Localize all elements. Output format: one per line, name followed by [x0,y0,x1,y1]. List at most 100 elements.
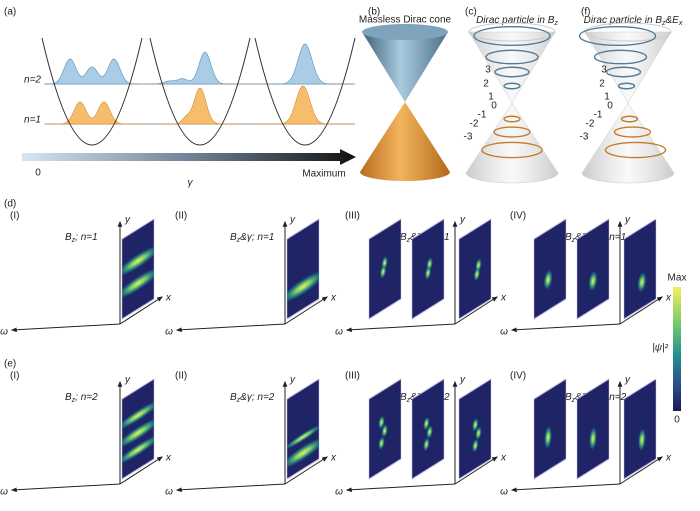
subpanel-label: (I) [10,371,19,382]
axis-label: ω [0,487,8,498]
text-part: ; n=2 [75,392,98,403]
x-axis [454,296,499,325]
axis-label: ω [500,327,508,338]
text-part: B [230,232,237,243]
density-plane [368,218,402,320]
plane-bg [623,218,657,320]
axis-label: y [124,215,131,226]
density-plane [623,378,657,480]
colorbar-min: 0 [674,415,680,426]
density-spot [287,424,320,450]
density-plane [533,218,567,320]
landau-ring [620,115,639,123]
level-label: 0 [491,101,497,112]
subpanel-title: Bz&γ; n=1 [230,232,274,244]
landau-ring [494,66,530,78]
level-label: n=1 [24,115,41,126]
density-spot [378,436,385,450]
axis-label: y [459,375,466,386]
level-label: -3 [580,132,589,143]
axis-start: 0 [35,168,41,179]
density-spot [544,425,552,449]
density [589,427,597,451]
subscript: z [71,397,76,404]
axis-label: y [459,215,466,226]
plane-bg [576,218,610,320]
omega-axis [510,483,621,493]
gamma-arrow [22,149,356,165]
axis-label: x [330,453,337,464]
axis-label: ω [335,327,343,338]
density [473,258,482,281]
subscript: z [571,237,576,244]
text-part: B [565,232,572,243]
density-spot [638,428,646,452]
omega-axis [175,323,286,333]
density-plane [623,218,657,320]
panel-title: Dirac particle in Bz [476,15,558,27]
potential-well [149,37,251,146]
density [423,416,433,452]
plane-bg [286,218,320,320]
density [637,272,647,293]
landau-ring [617,82,636,90]
landau-ring [503,115,521,123]
subpanel-title: Bz; n=2 [65,392,98,404]
density-spot [543,269,553,290]
density-spot [122,267,155,300]
density-spot [287,270,320,303]
potential-well [254,37,356,146]
subscript: z [553,20,558,27]
density [472,418,482,453]
landau-ring [604,141,667,159]
density-spot [122,245,155,277]
landau-ring [493,126,531,138]
axis-label: x [665,453,672,464]
level-label: -2 [470,119,479,130]
colorbar-label: |ψ|² [652,343,668,354]
subpanel-title: Bz&γ; n=2 [230,392,275,404]
subpanel-label: (I) [10,211,19,222]
density [544,425,552,449]
axis-label: ω [500,487,508,498]
density-spot [473,267,481,281]
level-label: -1 [478,110,487,121]
density [122,400,155,465]
text-part: B [565,392,572,403]
subpanel-label: (IV) [510,371,526,382]
x-axis [619,456,664,485]
x-axis [284,456,329,485]
cone-rim [362,24,448,40]
density-spot [637,272,647,293]
density-plane [411,218,445,320]
subscript: z [406,237,411,244]
text-part: &γ; n=2 [592,392,627,403]
upper-cone [362,32,448,102]
omega-axis [10,483,121,493]
landau-ring [593,49,648,65]
text-part: Dirac particle in B [476,15,555,26]
subpanel-label: (III) [345,211,360,222]
omega-axis [510,323,621,333]
potential-well [41,37,143,146]
density-spot [475,426,482,440]
density-plane [458,378,492,480]
level-label: 2 [599,79,605,90]
density-spot [379,265,387,279]
panel-title: Dirac particle in Bz&Ex [584,15,683,27]
text-part: &γ; n=2 [240,392,275,403]
text-part: B [400,232,407,243]
axis-label: ω [165,487,173,498]
density [379,256,388,279]
density [424,257,433,280]
plane-bg [533,218,567,320]
landau-ring [613,126,652,138]
density [287,270,320,303]
subscript: z [661,20,666,27]
level-label: 2 [483,79,489,90]
density-spot [423,437,430,452]
subpanel-title: Bz; n=1 [65,232,98,244]
level-label: 1 [488,92,494,103]
landau-ring [578,25,657,47]
